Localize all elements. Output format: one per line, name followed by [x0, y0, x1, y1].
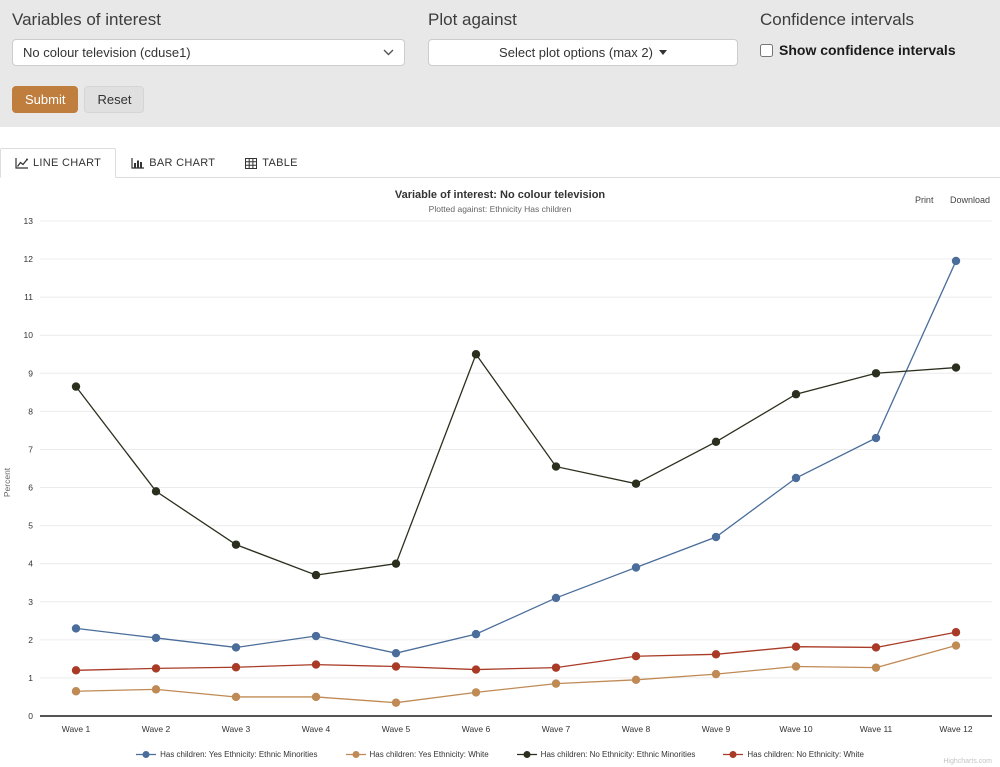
- chart-subtitle: Plotted against: Ethnicity Has children: [428, 204, 572, 214]
- reset-button[interactable]: Reset: [84, 86, 145, 113]
- svg-text:6: 6: [28, 483, 33, 493]
- confidence-checkbox[interactable]: [760, 43, 773, 57]
- table-icon: [245, 157, 258, 169]
- caret-down-icon: [658, 50, 667, 55]
- variables-heading: Variables of interest: [12, 10, 161, 29]
- svg-text:5: 5: [28, 521, 33, 531]
- svg-text:9: 9: [28, 368, 33, 378]
- plot-options-dropdown[interactable]: Select plot options (max 2): [428, 39, 738, 66]
- svg-text:Wave 3: Wave 3: [222, 724, 251, 734]
- bar-chart-icon: [131, 157, 145, 169]
- watermark: Highcharts.com: [943, 758, 992, 765]
- legend-marker-icon: [136, 751, 157, 758]
- chart-legend: Has children: Yes Ethnicity: Ethnic Mino…: [0, 750, 1000, 759]
- svg-text:4: 4: [28, 559, 33, 569]
- svg-text:11: 11: [24, 292, 33, 302]
- confidence-heading: Confidence intervals: [760, 10, 915, 29]
- controls-panel: Variables of interest No colour televisi…: [0, 0, 1000, 127]
- chart-actions: Print Download: [901, 195, 990, 205]
- svg-text:Wave 9: Wave 9: [702, 724, 731, 734]
- legend-marker-icon: [345, 751, 366, 758]
- legend-item[interactable]: Has children: Yes Ethnicity: Ethnic Mino…: [136, 750, 318, 759]
- tab-bar-chart[interactable]: BAR CHART: [116, 148, 230, 178]
- print-button[interactable]: Print: [914, 195, 934, 205]
- plot-against-heading: Plot against: [428, 10, 517, 29]
- legend-marker-icon: [723, 751, 744, 758]
- tab-table[interactable]: TABLE: [230, 148, 313, 178]
- svg-text:Wave 6: Wave 6: [462, 724, 491, 734]
- form-buttons: Submit Reset: [12, 86, 405, 113]
- svg-text:1: 1: [28, 673, 33, 683]
- tab-label: LINE CHART: [33, 157, 102, 169]
- plot-against-section: Plot against Select plot options (max 2): [428, 10, 738, 66]
- svg-text:Wave 8: Wave 8: [622, 724, 651, 734]
- svg-text:Wave 11: Wave 11: [860, 724, 893, 734]
- svg-text:Wave 10: Wave 10: [779, 724, 813, 734]
- legend-label: Has children: No Ethnicity: White: [747, 750, 864, 759]
- confidence-checkbox-label[interactable]: Show confidence intervals: [779, 42, 956, 58]
- variables-select-value: No colour television (cduse1): [23, 45, 191, 60]
- legend-label: Has children: No Ethnicity: Ethnic Minor…: [540, 750, 696, 759]
- svg-text:0: 0: [28, 711, 33, 721]
- svg-text:Wave 5: Wave 5: [382, 724, 411, 734]
- download-button[interactable]: Download: [949, 195, 990, 205]
- legend-label: Has children: Yes Ethnicity: White: [369, 750, 489, 759]
- svg-text:Wave 12: Wave 12: [939, 724, 973, 734]
- legend-label: Has children: Yes Ethnicity: Ethnic Mino…: [160, 750, 318, 759]
- svg-text:Wave 7: Wave 7: [542, 724, 571, 734]
- legend-marker-icon: [516, 751, 537, 758]
- confidence-section: Confidence intervals Show confidence int…: [760, 10, 990, 58]
- chart-title: Variable of interest: No colour televisi…: [394, 189, 606, 201]
- svg-text:8: 8: [28, 406, 33, 416]
- variables-select[interactable]: No colour television (cduse1): [12, 39, 405, 66]
- line-chart-icon: [15, 157, 28, 169]
- line-chart-panel: Variable of interest: No colour televisi…: [0, 178, 1000, 766]
- variables-section: Variables of interest No colour televisi…: [12, 10, 405, 113]
- svg-text:3: 3: [28, 597, 33, 607]
- svg-text:10: 10: [24, 330, 34, 340]
- chart-tabs: LINE CHART BAR CHART TABLE: [0, 148, 1000, 178]
- tab-line-chart[interactable]: LINE CHART: [0, 148, 117, 178]
- chevron-down-icon: [383, 49, 394, 56]
- svg-text:Percent: Percent: [2, 467, 12, 497]
- submit-button[interactable]: Submit: [12, 86, 79, 113]
- legend-item[interactable]: Has children: No Ethnicity: White: [723, 750, 864, 759]
- tab-label: BAR CHART: [149, 157, 216, 169]
- legend-item[interactable]: Has children: No Ethnicity: Ethnic Minor…: [516, 750, 696, 759]
- tab-label: TABLE: [262, 157, 298, 169]
- legend-item[interactable]: Has children: Yes Ethnicity: White: [345, 750, 489, 759]
- svg-text:12: 12: [24, 254, 34, 264]
- svg-text:13: 13: [24, 216, 34, 226]
- svg-text:7: 7: [28, 444, 33, 454]
- svg-text:2: 2: [28, 635, 33, 645]
- svg-text:Wave 4: Wave 4: [302, 724, 331, 734]
- svg-text:Wave 1: Wave 1: [62, 724, 91, 734]
- plot-options-value: Select plot options (max 2): [499, 45, 653, 60]
- svg-text:Wave 2: Wave 2: [142, 724, 171, 734]
